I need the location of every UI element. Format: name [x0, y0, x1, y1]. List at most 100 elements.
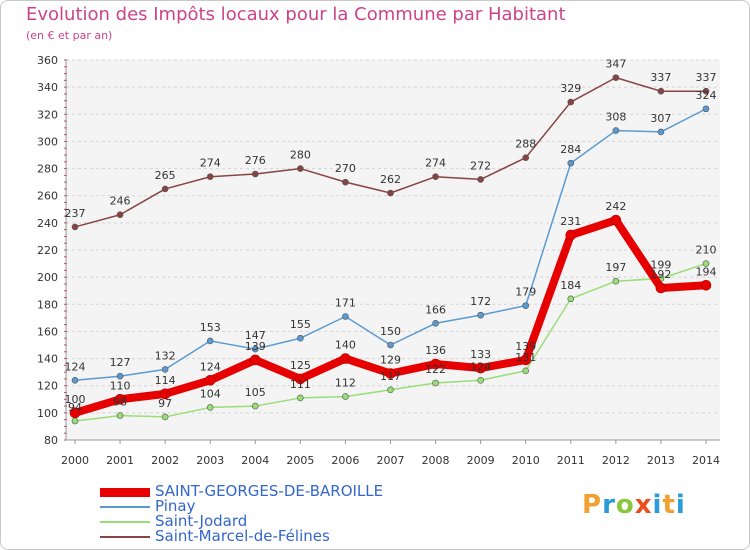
data-label: 110 [110, 379, 131, 392]
data-label: 172 [470, 295, 491, 308]
data-point [116, 412, 124, 419]
data-point [702, 260, 710, 267]
data-label: 150 [380, 325, 401, 338]
data-point [567, 295, 575, 303]
data-label: 246 [110, 195, 131, 208]
data-label: 147 [245, 329, 266, 342]
x-tick-label: 2003 [196, 454, 224, 467]
data-label: 140 [335, 339, 356, 352]
y-tick-label: 120 [37, 380, 58, 393]
data-point [71, 417, 79, 425]
x-tick-label: 2012 [602, 454, 630, 467]
y-tick-label: 260 [37, 190, 58, 203]
line-chart: 80 100 120 140 160 180 200 220 240 260 280 300 320 34… [37, 54, 720, 467]
data-point [522, 302, 530, 309]
data-point [477, 176, 484, 183]
chart-title: Evolution des Impôts locaux pour la Comm… [26, 4, 566, 25]
data-label: 337 [650, 71, 671, 84]
data-point [114, 393, 126, 405]
data-point [159, 388, 171, 400]
data-label: 104 [200, 387, 221, 400]
legend-swatch [100, 521, 150, 523]
y-tick-label: 180 [37, 298, 58, 311]
data-label: 94 [68, 401, 82, 414]
proxiti-logo: Proxiti [582, 490, 686, 520]
data-label: 124 [65, 360, 86, 373]
y-tick-label: 340 [37, 81, 58, 94]
data-label: 288 [515, 138, 536, 151]
data-point [567, 159, 575, 167]
data-point [432, 173, 439, 181]
data-label: 129 [380, 354, 401, 367]
data-label: 100 [65, 393, 86, 406]
data-point [657, 128, 665, 136]
y-tick-label: 160 [37, 325, 58, 338]
data-point [161, 366, 169, 373]
x-tick-label: 2007 [377, 454, 405, 467]
y-tick-label: 100 [37, 407, 58, 420]
data-label: 166 [425, 303, 446, 316]
data-label: 114 [155, 374, 176, 387]
data-label: 231 [560, 215, 581, 228]
data-point [612, 74, 620, 81]
data-label: 280 [290, 149, 311, 162]
x-tick-label: 2005 [286, 454, 314, 467]
legend-swatch [100, 487, 150, 497]
x-tick-label: 2009 [467, 454, 495, 467]
data-label: 133 [470, 348, 491, 361]
data-point [297, 165, 304, 172]
data-point [342, 178, 349, 186]
legend-label: Saint-Jodard [155, 512, 248, 530]
data-label: 272 [470, 159, 491, 172]
data-label: 112 [335, 377, 356, 390]
data-point [251, 402, 259, 410]
data-point [612, 277, 620, 285]
data-point [71, 223, 79, 231]
data-label: 262 [380, 173, 401, 186]
data-point [702, 105, 710, 113]
x-tick-label: 2013 [647, 454, 675, 467]
data-point [702, 87, 710, 95]
y-tick-label: 280 [37, 163, 58, 176]
data-label: 105 [245, 386, 266, 399]
x-tick-label: 2001 [106, 454, 134, 467]
data-label: 136 [425, 344, 446, 357]
data-point [522, 367, 530, 375]
y-tick-label: 360 [37, 54, 58, 67]
data-point [342, 313, 349, 320]
y-tick-label: 80 [44, 434, 58, 447]
y-tick-label: 200 [37, 271, 58, 284]
data-point [249, 354, 261, 366]
data-point [340, 353, 351, 364]
data-point [432, 379, 439, 387]
legend-label: Pinay [155, 497, 196, 515]
data-label: 139 [245, 340, 266, 353]
data-point [161, 185, 169, 193]
x-tick-label: 2006 [331, 454, 359, 467]
legend-label: SAINT-GEORGES-DE-BAROILLE [155, 482, 384, 500]
data-point [430, 358, 441, 370]
data-label: 329 [560, 82, 581, 95]
data-point [116, 211, 124, 219]
data-label: 132 [155, 349, 176, 362]
data-point [204, 374, 216, 386]
legend-swatch [100, 506, 150, 508]
x-tick-label: 2002 [151, 454, 179, 467]
x-tick-label: 2000 [61, 454, 89, 467]
data-point [297, 334, 304, 342]
data-point [610, 214, 622, 226]
data-label: 125 [290, 359, 311, 372]
data-point [657, 87, 665, 95]
data-label: 97 [158, 397, 172, 410]
x-tick-label: 2010 [512, 454, 540, 467]
data-label: 155 [290, 318, 311, 331]
x-tick-label: 2008 [422, 454, 450, 467]
data-label: 127 [110, 356, 131, 369]
y-tick-label: 300 [37, 135, 58, 148]
data-label: 124 [470, 360, 491, 373]
x-tick-label: 2011 [557, 454, 585, 467]
data-label: 122 [425, 363, 446, 376]
data-point [387, 386, 394, 394]
data-point [69, 407, 81, 419]
data-label: 242 [605, 200, 626, 213]
